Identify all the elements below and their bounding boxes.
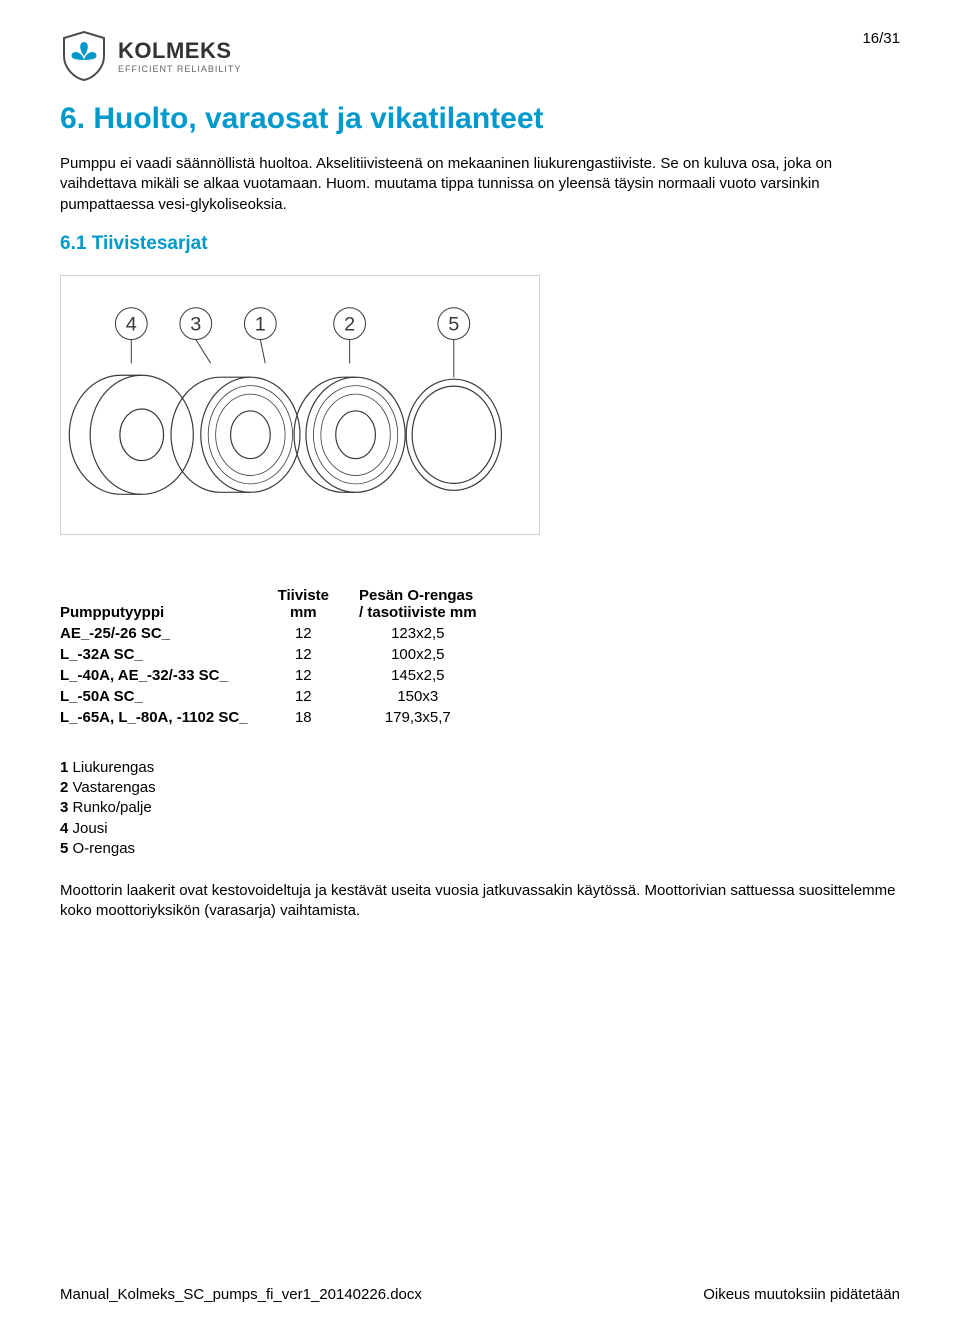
table-cell-pump: L_-50A SC_ — [60, 686, 278, 707]
legend-item: 1 Liukurengas — [60, 758, 900, 778]
svg-text:2: 2 — [344, 313, 355, 335]
table-cell-seal: 12 — [278, 665, 359, 686]
closing-text: Moottorin laakerit ovat kestovoideltuja … — [60, 881, 900, 922]
footer: Manual_Kolmeks_SC_pumps_fi_ver1_20140226… — [60, 1286, 900, 1303]
section-intro: Pumppu ei vaadi säännöllistä huoltoa. Ak… — [60, 154, 900, 215]
table-cell-pump: L_-65A, L_-80A, -1102 SC_ — [60, 707, 278, 728]
table-header-seal: Tiiviste mm — [278, 585, 359, 623]
svg-text:3: 3 — [190, 313, 201, 335]
table-cell-oring: 179,3x5,7 — [359, 707, 507, 728]
seal-diagram: 4 3 1 2 5 — [60, 275, 540, 535]
table-header-pump: Pumpputyyppi — [60, 585, 278, 623]
svg-text:4: 4 — [126, 313, 137, 335]
table-row: L_-65A, L_-80A, -1102 SC_18179,3x5,7 — [60, 707, 507, 728]
svg-text:5: 5 — [448, 313, 459, 335]
table-cell-seal: 12 — [278, 644, 359, 665]
footer-left: Manual_Kolmeks_SC_pumps_fi_ver1_20140226… — [60, 1286, 422, 1303]
logo: KOLMEKS EFFICIENT RELIABILITY — [60, 30, 900, 82]
table-cell-seal: 12 — [278, 686, 359, 707]
table-header-row: Pumpputyyppi Tiiviste mm Pesän O-rengas … — [60, 585, 507, 623]
logo-brand: KOLMEKS — [118, 38, 241, 64]
table-header-oring: Pesän O-rengas / tasotiiviste mm — [359, 585, 507, 623]
seal-table: Pumpputyyppi Tiiviste mm Pesän O-rengas … — [60, 585, 507, 728]
logo-text: KOLMEKS EFFICIENT RELIABILITY — [118, 38, 241, 74]
legend-item: 3 Runko/palje — [60, 798, 900, 818]
legend-item: 2 Vastarengas — [60, 778, 900, 798]
table-row: L_-40A, AE_-32/-33 SC_12145x2,5 — [60, 665, 507, 686]
table-cell-seal: 12 — [278, 623, 359, 644]
table-row: AE_-25/-26 SC_12123x2,5 — [60, 623, 507, 644]
footer-right: Oikeus muutoksiin pidätetään — [703, 1286, 900, 1303]
logo-shield-icon — [60, 30, 108, 82]
table-cell-pump: AE_-25/-26 SC_ — [60, 623, 278, 644]
section-title: 6. Huolto, varaosat ja vikatilanteet — [60, 102, 900, 136]
legend-item: 5 O-rengas — [60, 839, 900, 859]
table-cell-oring: 123x2,5 — [359, 623, 507, 644]
svg-text:1: 1 — [255, 313, 266, 335]
table-cell-oring: 100x2,5 — [359, 644, 507, 665]
legend: 1 Liukurengas2 Vastarengas3 Runko/palje4… — [60, 758, 900, 859]
subsection-title: 6.1 Tiivistesarjat — [60, 233, 900, 255]
table-cell-seal: 18 — [278, 707, 359, 728]
table-row: L_-32A SC_12100x2,5 — [60, 644, 507, 665]
legend-item: 4 Jousi — [60, 819, 900, 839]
table-cell-pump: L_-40A, AE_-32/-33 SC_ — [60, 665, 278, 686]
page-number: 16/31 — [862, 30, 900, 47]
table-cell-oring: 145x2,5 — [359, 665, 507, 686]
table-cell-pump: L_-32A SC_ — [60, 644, 278, 665]
logo-tagline: EFFICIENT RELIABILITY — [118, 64, 241, 74]
table-cell-oring: 150x3 — [359, 686, 507, 707]
table-row: L_-50A SC_12150x3 — [60, 686, 507, 707]
